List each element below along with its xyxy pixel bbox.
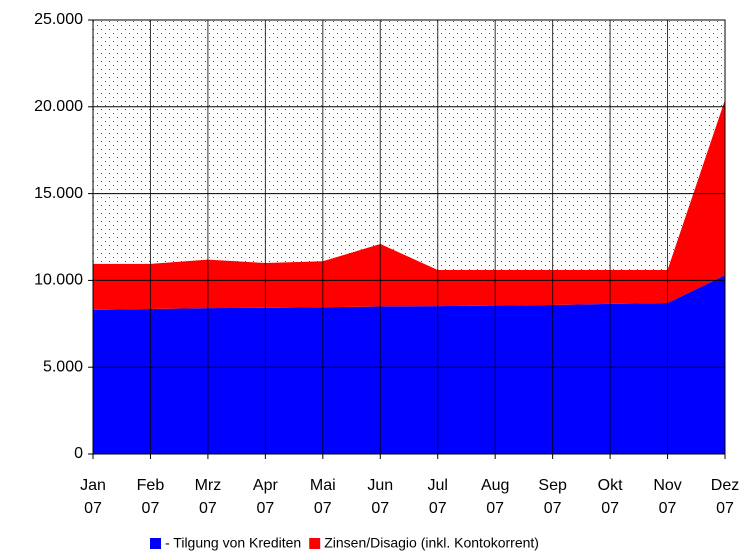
y-tick-label: 0 [74,445,83,462]
x-tick-label: Dez 07 [711,477,739,517]
x-tick-label: Apr 07 [253,477,279,517]
y-tick-label: 10.000 [34,272,83,289]
x-tick-label: Mrz 07 [195,477,222,517]
x-tick-label: Feb 07 [137,477,165,517]
y-tick-label: 25.000 [34,11,83,28]
plot-border [92,19,726,455]
x-tick-label: Aug 07 [481,477,509,517]
area [93,275,725,454]
x-tick-label: Sep 07 [538,477,567,517]
x-tick-label: Okt 07 [598,477,623,517]
y-tick-label: 20.000 [34,98,83,115]
area [93,99,725,310]
x-tick-label: Jul 07 [428,477,448,517]
legend-label: - Tilgung von Krediten [165,535,301,551]
x-tick-label: Jan 07 [80,477,106,517]
legend-label: Zinsen/Disagio (inkl. Kontokorrent) [324,535,539,551]
legend-swatch [309,538,321,549]
y-tick-label: 5.000 [43,358,83,375]
legend-swatch [150,538,161,549]
x-tick-label: Mai 07 [310,477,336,517]
y-tick-label: 15.000 [34,185,83,202]
x-tick-label: Jun 07 [367,477,393,517]
x-tick-label: Nov 07 [653,477,681,517]
